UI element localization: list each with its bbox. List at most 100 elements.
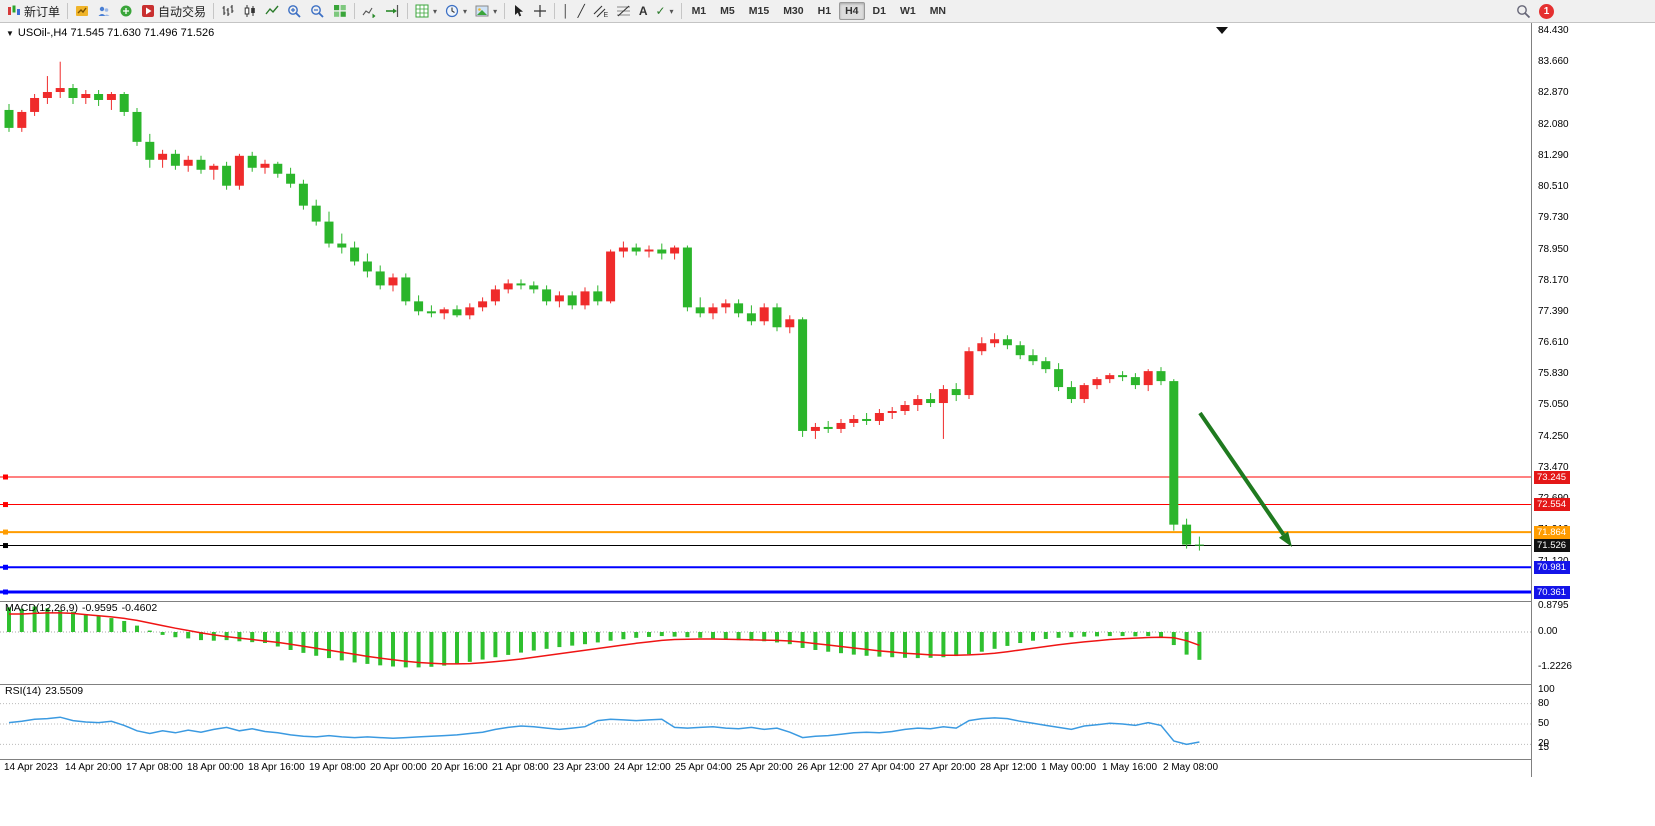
rsi-indicator-label: RSI(14) 23.5509 <box>5 685 87 697</box>
chevron-down-icon: ▾ <box>493 6 498 16</box>
toolbar-separator <box>67 3 69 19</box>
new-order-label: 新订单 <box>24 4 61 19</box>
macd-signal-value: -0.4602 <box>121 602 158 614</box>
zoom-out-icon <box>311 4 324 18</box>
price-axis-label: 79.730 <box>1538 212 1569 224</box>
timeframe-button-m1[interactable]: M1 <box>691 5 707 17</box>
rsi-axis-label: 15 <box>1538 741 1550 753</box>
market-watch-button[interactable] <box>71 0 93 22</box>
bar-chart-button[interactable] <box>217 0 239 22</box>
rsi-name: RSI(14) <box>5 685 42 697</box>
vertical-line-button[interactable]: │ <box>558 0 574 22</box>
price-badge: 72.554 <box>1534 498 1571 512</box>
zoom-in-icon <box>288 4 301 18</box>
time-axis[interactable]: 14 Apr 2023 14 Apr 20:00 17 Apr 08:00 18 Ap… <box>0 759 1532 777</box>
period-button[interactable]: ▾ <box>441 0 471 22</box>
trendline-button[interactable]: ╱ <box>574 0 589 22</box>
price-axis[interactable]: 84.430 83.660 82.870 82.080 81.290 80.510 79.7… <box>1533 23 1654 777</box>
search-icon[interactable] <box>1516 4 1531 19</box>
time-axis-label: 24 Apr 12:00 <box>614 762 671 773</box>
time-axis-label: 14 Apr 2023 <box>4 762 58 773</box>
template-button[interactable]: ▾ <box>471 0 501 22</box>
arrows-button[interactable]: ✓ ▾ <box>651 0 677 22</box>
time-axis-label: 25 Apr 04:00 <box>675 762 732 773</box>
terminal-icon <box>120 5 132 17</box>
new-chart-button[interactable]: ▾ <box>411 0 441 22</box>
rsi-axis-label: 20 <box>1538 738 1550 750</box>
equidistant-channel-icon: E <box>593 5 608 18</box>
toolbar-separator <box>354 3 356 19</box>
macd-axis-label: 0.8795 <box>1538 600 1569 612</box>
navigator-icon <box>98 6 110 16</box>
chart-title: ▼ USOil-,H4 71.545 71.630 71.496 71.526 <box>6 27 214 39</box>
time-axis-label: 23 Apr 23:00 <box>553 762 610 773</box>
time-axis-label: 25 Apr 20:00 <box>736 762 793 773</box>
timeframe-button-h4[interactable]: H4 <box>839 2 865 20</box>
line-chart-icon <box>265 5 279 15</box>
time-axis-label: 20 Apr 00:00 <box>370 762 427 773</box>
new-order-icon <box>8 5 20 15</box>
arrows-icon: ✓ <box>655 4 666 18</box>
chevron-down-icon: ▾ <box>669 6 674 16</box>
price-axis-label: 80.510 <box>1538 181 1569 193</box>
tile-windows-button[interactable] <box>329 0 351 22</box>
time-axis-label: 27 Apr 04:00 <box>858 762 915 773</box>
time-axis-label: 19 Apr 08:00 <box>309 762 366 773</box>
macd-indicator-label: MACD(12,26,9) -0.9595 -0.4602 <box>5 602 161 614</box>
timeframe-button-d1[interactable]: D1 <box>872 5 886 17</box>
autotrading-button[interactable]: 自动交易 <box>137 0 210 22</box>
chart-shift-button[interactable] <box>381 0 404 22</box>
chart-menu-icon: ▼ <box>6 28 14 38</box>
time-axis-label: 28 Apr 12:00 <box>980 762 1037 773</box>
timeframe-toolbar: M1 M5 M15 M30 H1 H4 D1 W1 MN <box>685 2 953 20</box>
time-axis-label: 18 Apr 16:00 <box>248 762 305 773</box>
zoom-out-button[interactable] <box>306 0 329 22</box>
new-order-button[interactable]: 新订单 <box>3 0 64 22</box>
toolbar-separator <box>554 3 556 19</box>
timeframe-button-w1[interactable]: W1 <box>899 5 916 17</box>
timeframe-button-m15[interactable]: M15 <box>748 5 770 17</box>
chevron-down-icon: ▾ <box>433 6 438 16</box>
macd-axis-label: 0.00 <box>1538 626 1558 637</box>
price-axis-label: 75.050 <box>1538 399 1569 411</box>
line-chart-button[interactable] <box>261 0 283 22</box>
time-axis-label: 20 Apr 16:00 <box>431 762 488 773</box>
navigator-button[interactable] <box>93 0 115 22</box>
text-button[interactable]: A <box>635 0 652 22</box>
timeframe-button-h1[interactable]: H1 <box>817 5 832 17</box>
time-axis-label: 27 Apr 20:00 <box>919 762 976 773</box>
new-chart-icon <box>415 4 429 18</box>
price-axis-label: 81.290 <box>1538 150 1569 162</box>
candlestick-chart-button[interactable] <box>239 0 261 22</box>
rsi-axis-label: 100 <box>1538 684 1555 695</box>
time-axis-label: 17 Apr 08:00 <box>126 762 183 773</box>
toolbar-separator <box>680 3 682 19</box>
equidistant-channel-button[interactable]: E <box>589 0 612 22</box>
zoom-in-button[interactable] <box>283 0 306 22</box>
time-axis-label: 21 Apr 08:00 <box>492 762 549 773</box>
price-badge: 71.864 <box>1534 525 1571 539</box>
price-chart-canvas[interactable] <box>0 23 1532 777</box>
fibonacci-button[interactable] <box>612 0 635 22</box>
toolbar-separator <box>407 3 409 19</box>
toolbar-separator <box>213 3 215 19</box>
timeframe-button-mn[interactable]: MN <box>929 5 947 17</box>
price-axis-label: 78.950 <box>1538 243 1569 255</box>
price-axis-label: 78.170 <box>1538 274 1569 286</box>
time-axis-label: 1 May 00:00 <box>1041 762 1097 773</box>
crosshair-button[interactable] <box>529 0 551 22</box>
timeframe-button-m30[interactable]: M30 <box>783 5 804 17</box>
cursor-icon <box>515 5 524 17</box>
terminal-button[interactable] <box>115 0 137 22</box>
price-axis-label: 82.870 <box>1538 87 1569 99</box>
macd-main-value: -0.9595 <box>81 602 118 614</box>
toolbar-separator <box>504 3 506 19</box>
price-badge: 70.981 <box>1534 560 1571 574</box>
timeframe-button-m5[interactable]: M5 <box>720 5 735 17</box>
tile-windows-icon <box>334 5 346 17</box>
notification-badge[interactable]: 1 <box>1539 3 1554 19</box>
price-axis-label: 83.660 <box>1538 55 1569 67</box>
auto-scroll-button[interactable] <box>358 0 381 22</box>
chevron-down-icon: ▾ <box>463 6 468 16</box>
cursor-button[interactable] <box>508 0 529 22</box>
